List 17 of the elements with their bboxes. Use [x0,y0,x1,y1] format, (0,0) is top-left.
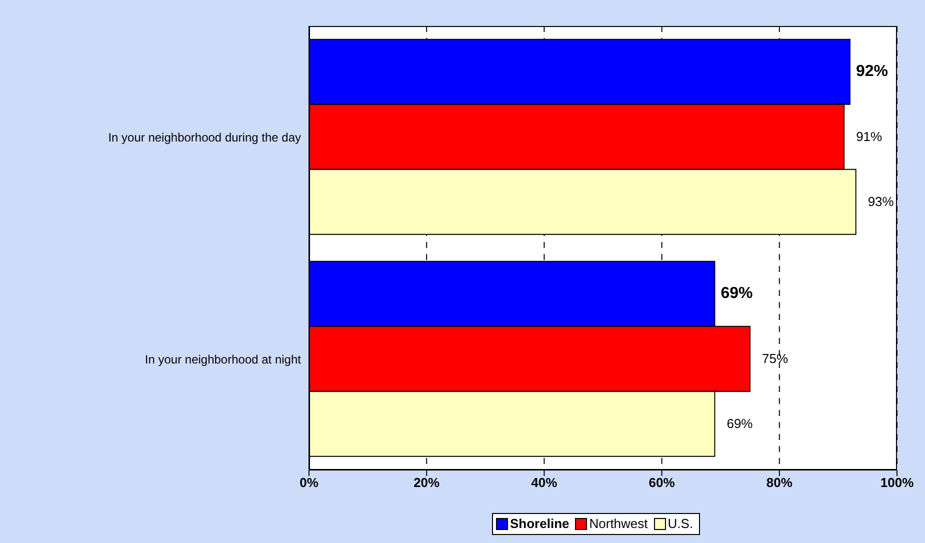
data-label: 93% [868,194,894,209]
x-tick-label: 40% [531,475,558,490]
x-tick-label: 0% [300,475,319,490]
data-label: 75% [762,350,788,366]
legend-label: Northwest [588,516,648,532]
x-tick-label: 60% [648,475,676,490]
y-tick-label: In your neighborhood during the day [108,130,301,144]
x-tick-label: 100% [880,475,914,490]
data-label: 69% [726,416,754,431]
x-tick-label: 80% [766,475,793,490]
legend-label: U.S. [666,516,694,532]
legend-label: Shoreline [509,516,570,532]
y-tick-label: In your neighborhood at night [144,352,302,366]
data-label: 92% [856,62,888,80]
data-label: 91% [856,128,883,144]
x-tick-label: 20% [414,475,440,490]
data-label: 69% [720,284,753,302]
